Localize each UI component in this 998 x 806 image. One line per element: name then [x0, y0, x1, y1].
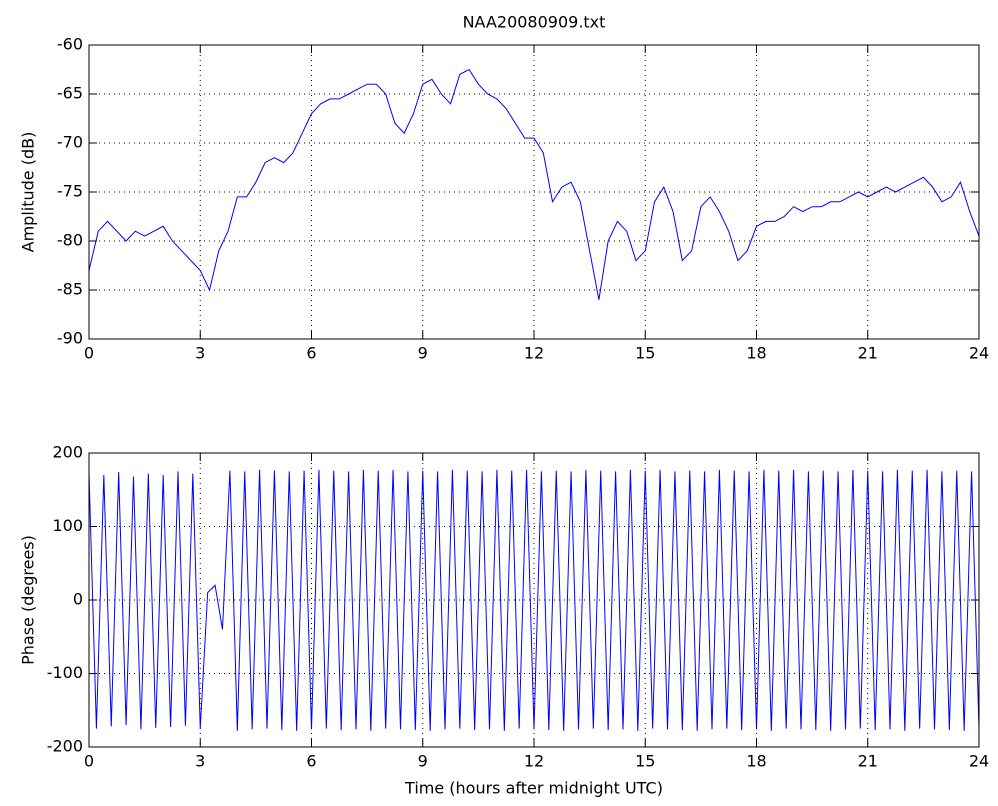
y-tick-label: 0	[73, 590, 83, 609]
y-tick-label: -65	[57, 84, 83, 103]
x-tick-label: 24	[969, 344, 989, 363]
chart-title: NAA20080909.txt	[463, 13, 606, 32]
x-tick-label: 9	[418, 752, 428, 771]
y-tick-label: -90	[57, 329, 83, 348]
x-tick-label: 15	[635, 752, 655, 771]
x-tick-label: 21	[858, 752, 878, 771]
y-tick-label: -60	[57, 35, 83, 54]
x-tick-label: 18	[746, 752, 766, 771]
y-tick-label: -80	[57, 231, 83, 250]
y-tick-label: -200	[47, 737, 83, 756]
y-tick-label: -100	[47, 663, 83, 682]
x-tick-label: 9	[418, 344, 428, 363]
x-tick-label: 21	[858, 344, 878, 363]
axes-frame	[88, 452, 980, 748]
x-tick-label: 0	[84, 344, 94, 363]
y-axis-label: Amplitude (dB)	[19, 132, 38, 253]
data-line	[88, 68, 980, 300]
x-tick-label: 12	[524, 344, 544, 363]
x-axis-label: Time (hours after midnight UTC)	[404, 779, 663, 798]
y-tick-label: 100	[52, 516, 83, 535]
x-tick-label: 24	[969, 752, 989, 771]
axes-frame	[88, 44, 980, 340]
x-tick-label: 0	[84, 752, 94, 771]
x-tick-label: 3	[195, 344, 205, 363]
x-tick-label: 6	[306, 344, 316, 363]
x-tick-label: 6	[306, 752, 316, 771]
y-axis-label: Phase (degrees)	[19, 535, 38, 665]
y-tick-label: -75	[57, 182, 83, 201]
x-tick-label: 15	[635, 344, 655, 363]
x-tick-label: 12	[524, 752, 544, 771]
y-tick-label: 200	[52, 443, 83, 462]
y-tick-label: -85	[57, 280, 83, 299]
x-tick-label: 3	[195, 752, 205, 771]
y-tick-label: -70	[57, 133, 83, 152]
x-tick-label: 18	[746, 344, 766, 363]
data-line	[88, 469, 980, 731]
